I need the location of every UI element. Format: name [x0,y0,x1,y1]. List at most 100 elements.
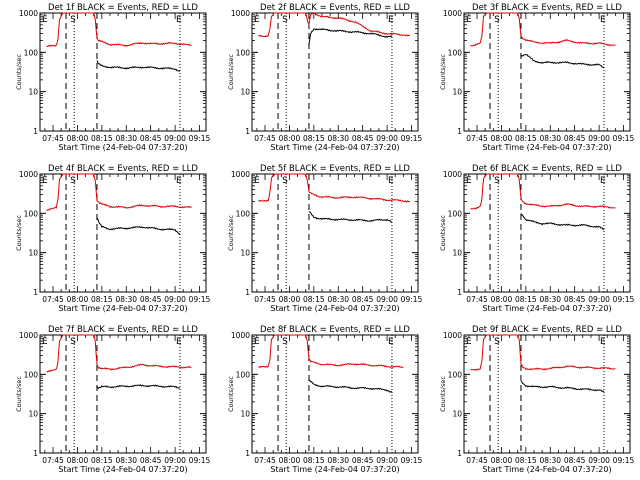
x-tick-label: 08:30 [115,295,137,304]
y-tick-label: 100 [236,48,251,57]
x-tick-label: 08:30 [539,456,561,465]
x-tick-label: 08:15 [515,295,537,304]
x-tick-label: 08:00 [279,456,301,465]
y-tick-label: 1 [245,127,250,136]
y-tick-label: 1000 [443,170,462,179]
y-tick-label: 1000 [19,9,38,18]
x-tick-label: 08:00 [491,456,513,465]
plot-frame [463,334,631,454]
lld-series-line [470,173,616,210]
lld-series-line [258,173,410,203]
interval-marker-s: S [70,15,76,25]
plot-frame [39,12,207,132]
x-tick-label: 08:15 [303,295,325,304]
x-tick-label: 08:45 [352,134,374,143]
y-axis-label: Counts/sec [15,376,23,412]
y-axis-label: Counts/sec [439,215,447,251]
interval-marker-e: E [176,15,182,25]
detector-panel-7: Det 7f BLACK = Events, RED = LLD 1 10 100 10… [15,325,211,474]
lld-series-line [470,334,616,371]
interval-marker-e: E [176,337,182,347]
plot-frame [39,173,207,293]
y-tick-label: 1 [33,288,38,297]
interval-marker-s: S [494,15,500,25]
y-axis-label: Counts/sec [15,215,23,251]
interval-marker-s: S [282,337,288,347]
x-tick-label: 08:15 [91,134,113,143]
x-tick-label: 08:15 [91,295,113,304]
events-series-line [96,217,180,235]
y-tick-label: 1 [457,449,462,458]
x-tick-label: 08:00 [279,295,301,304]
panel-title: Det 5f BLACK = Events, RED = LLD [260,164,410,174]
panel-title: Det 8f BLACK = Events, RED = LLD [260,325,410,335]
detector-panel-8: Det 8f BLACK = Events, RED = LLD 1 10 100 10… [227,325,423,474]
y-tick-label: 1 [245,288,250,297]
y-tick-label: 1000 [443,331,462,340]
x-tick-label: 09:15 [613,295,635,304]
y-tick-label: 10 [28,88,38,97]
lld-series-line [258,334,404,369]
y-tick-label: 10 [240,88,250,97]
interval-marker-e: E [600,337,606,347]
interval-marker-s: S [70,176,76,186]
x-tick-label: 08:30 [539,295,561,304]
y-tick-label: 1000 [231,9,250,18]
interval-marker-s: S [282,15,288,25]
events-series-line [520,213,605,231]
interval-marker-e: E [388,337,394,347]
interval-marker-e: E [388,176,394,186]
x-tick-label: 09:15 [189,295,211,304]
x-tick-label: 09:15 [401,295,423,304]
events-series-line [96,60,181,72]
x-tick-label: 09:00 [164,456,186,465]
y-tick-label: 100 [236,209,251,218]
detector-panel-5: Det 5f BLACK = Events, RED = LLD 1 10 100 10… [227,164,423,313]
interval-marker-e: E [42,337,48,347]
events-series-line [520,53,605,69]
plot-frame [463,12,631,132]
x-axis-label: Start Time (24-Feb-04 07:37:20) [482,304,611,313]
plot-frame [463,173,631,293]
y-tick-label: 100 [24,209,39,218]
interval-marker-e: E [388,15,394,25]
interval-marker-s: S [494,176,500,186]
x-axis-label: Start Time (24-Feb-04 07:37:20) [482,465,611,474]
y-tick-label: 10 [452,249,462,258]
x-axis-label: Start Time (24-Feb-04 07:37:20) [58,143,187,152]
y-axis-label: Counts/sec [439,376,447,412]
x-tick-label: 09:00 [588,295,610,304]
detector-panel-1: Det 1f BLACK = Events, RED = LLD 1 10 100 10… [15,3,211,152]
panel-title: Det 9f BLACK = Events, RED = LLD [472,325,622,335]
y-tick-label: 1000 [231,331,250,340]
interval-marker-s: S [282,176,288,186]
y-tick-label: 1000 [443,9,462,18]
x-tick-label: 08:00 [491,295,513,304]
lld-series-line [46,173,192,212]
x-tick-label: 08:30 [327,456,349,465]
panel-title: Det 4f BLACK = Events, RED = LLD [48,164,198,174]
y-tick-label: 1 [457,288,462,297]
interval-marker-e: E [254,176,260,186]
panel-title: Det 3f BLACK = Events, RED = LLD [472,3,622,13]
x-tick-label: 08:45 [140,134,162,143]
y-tick-label: 1 [33,449,38,458]
interval-marker-s: S [494,337,500,347]
events-series-line [96,384,181,390]
events-series-line [308,28,393,45]
x-axis-label: Start Time (24-Feb-04 07:37:20) [58,304,187,313]
x-tick-label: 09:00 [164,295,186,304]
interval-marker-e: E [600,176,606,186]
x-tick-label: 08:00 [279,134,301,143]
x-tick-label: 08:00 [491,134,513,143]
lld-series-line [470,12,616,47]
x-tick-label: 07:45 [466,134,488,143]
y-axis-label: Counts/sec [227,54,235,90]
x-tick-label: 08:45 [564,134,586,143]
x-tick-label: 09:00 [588,134,610,143]
lld-series-line [46,12,192,48]
plot-frame [39,334,207,454]
y-tick-label: 1000 [19,331,38,340]
x-tick-label: 08:15 [91,456,113,465]
panel-title: Det 1f BLACK = Events, RED = LLD [48,3,198,13]
